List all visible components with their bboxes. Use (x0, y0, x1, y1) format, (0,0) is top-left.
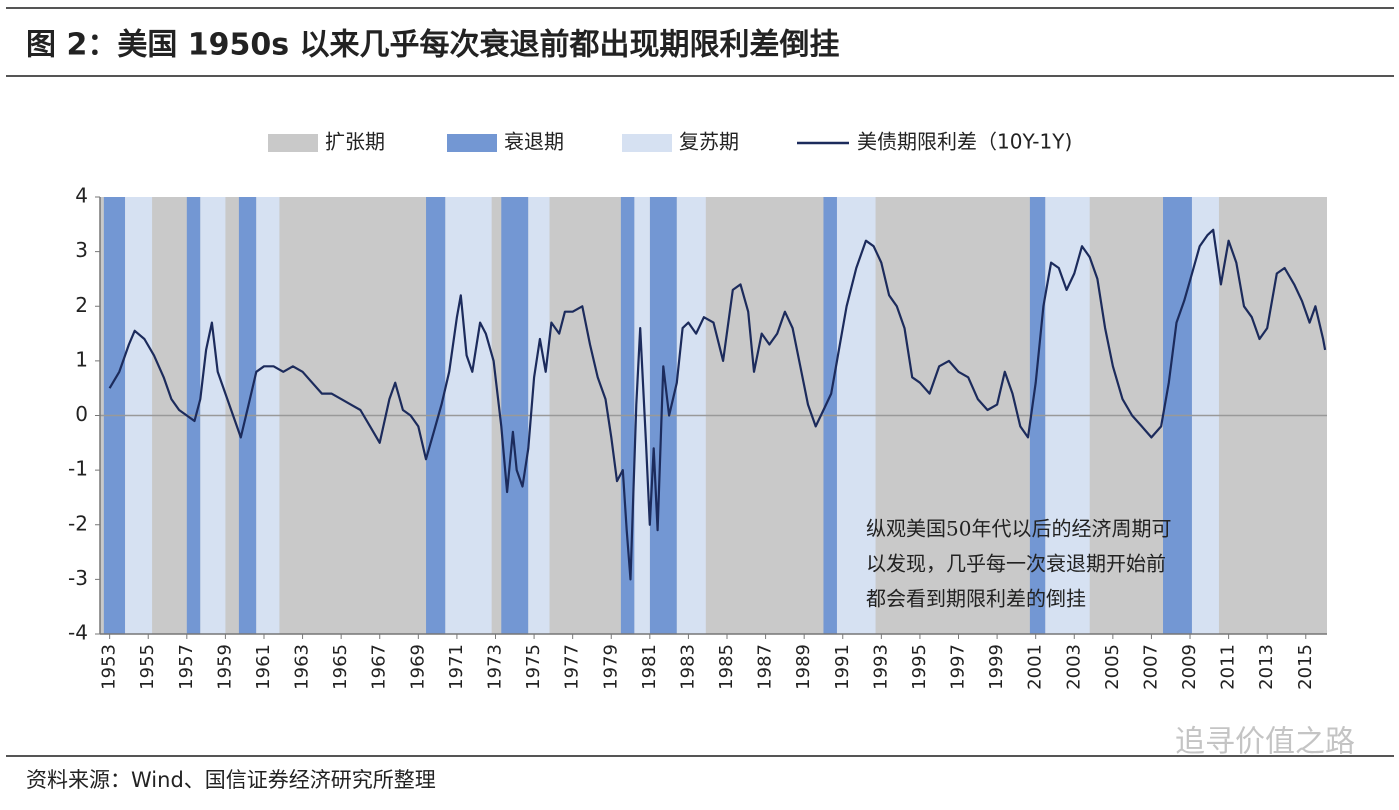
legend-label: 美债期限利差（10Y-1Y) (857, 130, 1072, 154)
annotation: 纵观美国50年代以后的经济周期可 (866, 517, 1171, 541)
source: 资料来源：Wind、国信证券经济研究所整理 (26, 768, 436, 792)
chart-title: 图 2：美国 1950s 以来几乎每次衰退前都出现期限利差倒挂 (26, 28, 840, 63)
x-tick-label: 1991 (832, 644, 853, 690)
x-tick-label: 1989 (793, 644, 814, 690)
x-tick-label: 1965 (330, 644, 351, 690)
x-tick-label: 1979 (600, 644, 621, 690)
x-tick-label: 2015 (1295, 644, 1316, 690)
y-tick-label: 1 (75, 347, 88, 371)
x-tick-label: 1957 (176, 644, 197, 690)
x-tick-label: 1981 (639, 644, 660, 690)
x-tick-label: 1969 (407, 644, 428, 690)
x-tick-label: 1977 (562, 644, 583, 690)
x-tick-label: 1973 (484, 644, 505, 690)
y-tick-label: 0 (75, 402, 88, 426)
series-line (108, 228, 1327, 581)
x-tick-label: 1967 (369, 644, 390, 690)
y-tick-label: 2 (75, 293, 88, 317)
x-tick-label: 1995 (909, 644, 930, 690)
x-tick-label: 1987 (755, 644, 776, 690)
y-tick-label: -2 (68, 511, 88, 535)
legend-label: 扩张期 (325, 130, 385, 154)
legend-swatch (268, 134, 318, 152)
x-tick-label: 1999 (986, 644, 1007, 690)
x-tick-label: 1983 (677, 644, 698, 690)
watermark: 追寻价值之路 (1175, 725, 1355, 760)
x-tick-label: 1985 (716, 644, 737, 690)
x-tick-label: 1993 (870, 644, 891, 690)
x-tick-label: 2009 (1179, 644, 1200, 690)
x-tick-label: 1963 (292, 644, 313, 690)
legend-swatch (447, 134, 497, 152)
legend-swatch (622, 134, 672, 152)
y-tick-label: -1 (68, 457, 88, 481)
x-tick-label: 1959 (214, 644, 235, 690)
legend-label: 复苏期 (679, 130, 739, 154)
x-tick-label: 2003 (1063, 644, 1084, 690)
x-tick-label: 2007 (1140, 644, 1161, 690)
x-tick-label: 1961 (253, 644, 274, 690)
x-tick-label: 2005 (1102, 644, 1123, 690)
x-tick-label: 1975 (523, 644, 544, 690)
annotation: 以发现，几乎每一次衰退期开始前 (866, 552, 1166, 576)
x-tick-label: 2001 (1025, 644, 1046, 690)
x-tick-label: 2011 (1218, 644, 1239, 690)
y-tick-label: -4 (68, 621, 88, 645)
y-tick-label: 3 (75, 238, 88, 262)
x-tick-label: 1953 (99, 644, 120, 690)
x-tick-label: 1955 (137, 644, 158, 690)
x-tick-label: 1971 (446, 644, 467, 690)
annotation: 都会看到期限利差的倒挂 (866, 587, 1086, 611)
y-tick-label: 4 (75, 184, 88, 208)
y-tick-label: -3 (68, 566, 88, 590)
x-tick-label: 1997 (948, 644, 969, 690)
legend-label: 衰退期 (504, 130, 564, 154)
x-tick-label: 2013 (1256, 644, 1277, 690)
